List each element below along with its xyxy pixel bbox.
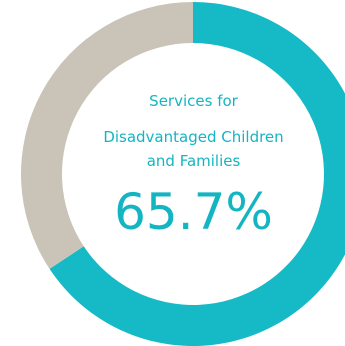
center-value: 65.7%	[114, 183, 273, 241]
donut-slice-remainder	[20, 2, 193, 269]
center-label-line-1: Services for	[149, 92, 238, 110]
center-label-line-2: Disadvantaged Children	[103, 128, 284, 146]
center-label-line-3: and Families	[146, 152, 241, 170]
